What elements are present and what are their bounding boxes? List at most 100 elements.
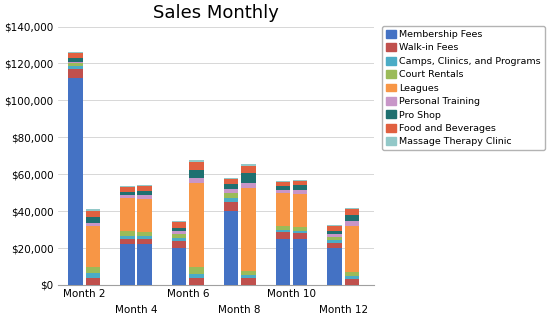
Bar bbox=[293, 239, 307, 285]
Bar bbox=[241, 188, 256, 271]
Bar bbox=[189, 274, 204, 278]
Bar bbox=[189, 169, 204, 178]
Bar bbox=[138, 236, 152, 239]
Bar bbox=[86, 273, 100, 278]
Bar bbox=[327, 237, 342, 240]
Bar bbox=[189, 162, 204, 169]
Bar bbox=[86, 278, 100, 285]
Bar bbox=[120, 192, 135, 196]
Bar bbox=[120, 196, 135, 198]
Bar bbox=[276, 226, 290, 230]
Bar bbox=[327, 231, 342, 234]
Bar bbox=[189, 160, 204, 162]
Bar bbox=[172, 221, 186, 222]
Bar bbox=[276, 182, 290, 186]
Bar bbox=[241, 183, 256, 188]
Bar bbox=[224, 193, 238, 198]
Bar bbox=[224, 202, 238, 211]
Bar bbox=[172, 232, 186, 234]
Bar bbox=[293, 233, 307, 239]
Bar bbox=[224, 198, 238, 202]
Bar bbox=[293, 180, 307, 181]
Bar bbox=[86, 211, 100, 217]
Bar bbox=[241, 271, 256, 275]
Bar bbox=[345, 276, 359, 279]
Bar bbox=[224, 184, 238, 189]
Bar bbox=[172, 248, 186, 285]
Bar bbox=[172, 222, 186, 228]
Bar bbox=[138, 186, 152, 191]
Bar bbox=[327, 225, 342, 226]
Bar bbox=[345, 209, 359, 215]
Bar bbox=[327, 226, 342, 231]
Legend: Membership Fees, Walk-in Fees, Camps, Clinics, and Programs, Court Rentals, Leag: Membership Fees, Walk-in Fees, Camps, Cl… bbox=[382, 26, 544, 150]
Bar bbox=[345, 221, 359, 226]
Bar bbox=[276, 190, 290, 193]
Bar bbox=[86, 217, 100, 223]
Bar bbox=[327, 248, 342, 285]
Bar bbox=[276, 230, 290, 232]
Bar bbox=[68, 58, 82, 62]
Bar bbox=[68, 78, 82, 285]
Bar bbox=[327, 243, 342, 248]
Bar bbox=[345, 226, 359, 272]
Bar bbox=[138, 196, 152, 199]
Bar bbox=[224, 211, 238, 285]
Bar bbox=[138, 239, 152, 244]
Bar bbox=[68, 52, 82, 53]
Bar bbox=[293, 185, 307, 190]
Bar bbox=[241, 164, 256, 166]
Bar bbox=[172, 228, 186, 232]
Bar bbox=[68, 62, 82, 63]
Bar bbox=[86, 226, 100, 266]
Bar bbox=[120, 244, 135, 285]
Bar bbox=[241, 173, 256, 183]
Bar bbox=[172, 234, 186, 238]
Bar bbox=[172, 238, 186, 241]
Bar bbox=[86, 223, 100, 226]
Bar bbox=[241, 275, 256, 278]
Bar bbox=[327, 240, 342, 243]
Bar bbox=[138, 244, 152, 285]
Bar bbox=[189, 266, 204, 274]
Bar bbox=[327, 234, 342, 237]
Bar bbox=[224, 189, 238, 193]
Bar bbox=[120, 186, 135, 187]
Title: Sales Monthly: Sales Monthly bbox=[153, 4, 279, 22]
Bar bbox=[276, 186, 290, 190]
Bar bbox=[86, 266, 100, 273]
Bar bbox=[138, 232, 152, 236]
Bar bbox=[345, 279, 359, 285]
Bar bbox=[224, 178, 238, 179]
Bar bbox=[68, 69, 82, 78]
Bar bbox=[138, 199, 152, 232]
Bar bbox=[120, 198, 135, 232]
Bar bbox=[345, 272, 359, 276]
Bar bbox=[293, 194, 307, 227]
Bar bbox=[293, 227, 307, 231]
Bar bbox=[86, 209, 100, 211]
Bar bbox=[293, 231, 307, 233]
Bar bbox=[68, 53, 82, 58]
Bar bbox=[241, 166, 256, 173]
Bar bbox=[120, 187, 135, 192]
Bar bbox=[172, 241, 186, 248]
Bar bbox=[276, 232, 290, 239]
Bar bbox=[276, 181, 290, 182]
Bar bbox=[189, 278, 204, 285]
Bar bbox=[189, 183, 204, 266]
Bar bbox=[293, 181, 307, 185]
Bar bbox=[68, 66, 82, 69]
Bar bbox=[241, 278, 256, 285]
Bar bbox=[345, 208, 359, 209]
Bar bbox=[189, 178, 204, 183]
Bar bbox=[120, 239, 135, 244]
Bar bbox=[293, 190, 307, 194]
Bar bbox=[345, 215, 359, 221]
Bar bbox=[120, 232, 135, 236]
Bar bbox=[138, 185, 152, 186]
Bar bbox=[276, 239, 290, 285]
Bar bbox=[120, 236, 135, 239]
Bar bbox=[224, 179, 238, 184]
Bar bbox=[68, 63, 82, 66]
